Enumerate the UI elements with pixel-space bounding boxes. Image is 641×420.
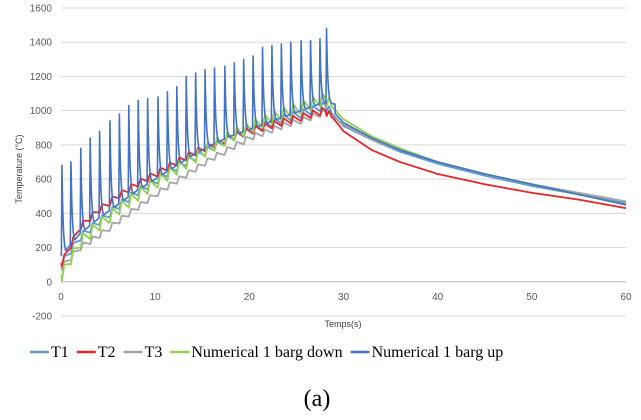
x-tick-label: 50	[526, 292, 538, 303]
series-line-t1	[60, 101, 627, 269]
legend-label-numerical-1-barg-down: Numerical 1 barg down	[191, 344, 342, 361]
y-tick-label: 1000	[30, 106, 53, 117]
legend-label-t2: T2	[98, 344, 116, 361]
x-axis-ticks: 0 10 20 30 40 50 60	[58, 292, 632, 303]
series-line-t2	[60, 106, 627, 268]
y-tick-label: 400	[35, 209, 52, 220]
legend-label-t1: T1	[51, 344, 69, 361]
plot-area	[60, 27, 627, 282]
x-tick-label: 0	[58, 292, 64, 303]
series-line-numerical-1-barg-up	[60, 27, 627, 257]
y-tick-label: 200	[35, 243, 52, 254]
legend-label-numerical-1-barg-up: Numerical 1 barg up	[372, 344, 504, 361]
gridlines	[61, 7, 626, 317]
y-tick-label: 600	[35, 175, 52, 186]
x-tick-label: 10	[150, 292, 162, 303]
series-line-t3	[60, 109, 627, 271]
x-axis-title: Temps(s)	[324, 319, 361, 329]
y-axis-ticks: -200 0 200 400 600 800 1000 1200 1400 1600	[30, 4, 53, 323]
x-tick-label: 60	[620, 292, 632, 303]
x-tick-label: 30	[338, 292, 350, 303]
y-tick-label: -200	[32, 312, 52, 323]
figure-caption: (a)	[304, 386, 331, 412]
y-tick-label: 1600	[30, 4, 53, 15]
y-tick-label: 1200	[30, 72, 53, 83]
x-tick-label: 40	[432, 292, 444, 303]
x-tick-label: 20	[244, 292, 256, 303]
legend-label-t3: T3	[145, 344, 163, 361]
y-tick-label: 800	[35, 140, 52, 151]
y-tick-label: 1400	[30, 38, 53, 49]
y-axis-title: Temperature (°C)	[14, 134, 24, 203]
legend: T1 T2 T3 Numerical 1 barg down Numerical 1 b…	[30, 344, 503, 361]
y-tick-label: 0	[46, 277, 52, 288]
